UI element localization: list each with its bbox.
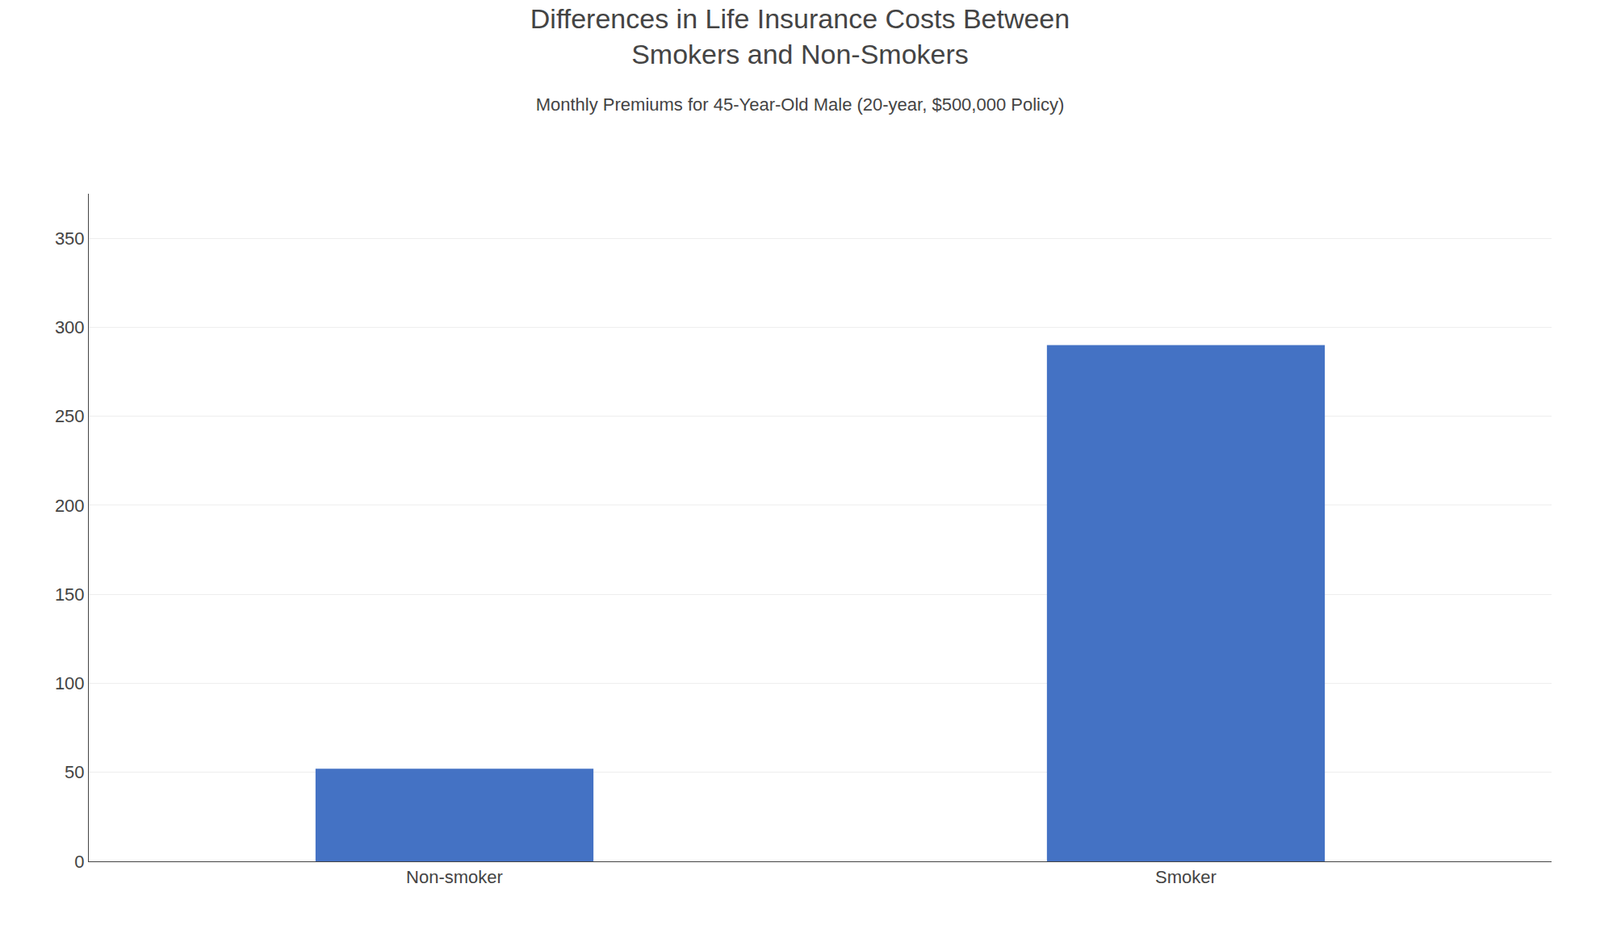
svg-text:Non-smoker: Non-smoker — [406, 867, 503, 888]
svg-text:Monthly Premiums for 45-Year-O: Monthly Premiums for 45-Year-Old Male (2… — [536, 94, 1065, 115]
svg-text:100: 100 — [54, 673, 85, 694]
svg-text:250: 250 — [54, 406, 85, 427]
svg-text:Smoker: Smoker — [1155, 867, 1217, 888]
svg-text:350: 350 — [54, 228, 85, 249]
svg-text:150: 150 — [54, 584, 85, 605]
svg-text:200: 200 — [54, 495, 85, 516]
svg-text:50: 50 — [64, 762, 84, 783]
svg-text:0: 0 — [74, 851, 84, 872]
svg-text:300: 300 — [54, 317, 85, 338]
svg-text:Differences in Life Insurance: Differences in Life Insurance Costs Betw… — [530, 3, 1070, 70]
